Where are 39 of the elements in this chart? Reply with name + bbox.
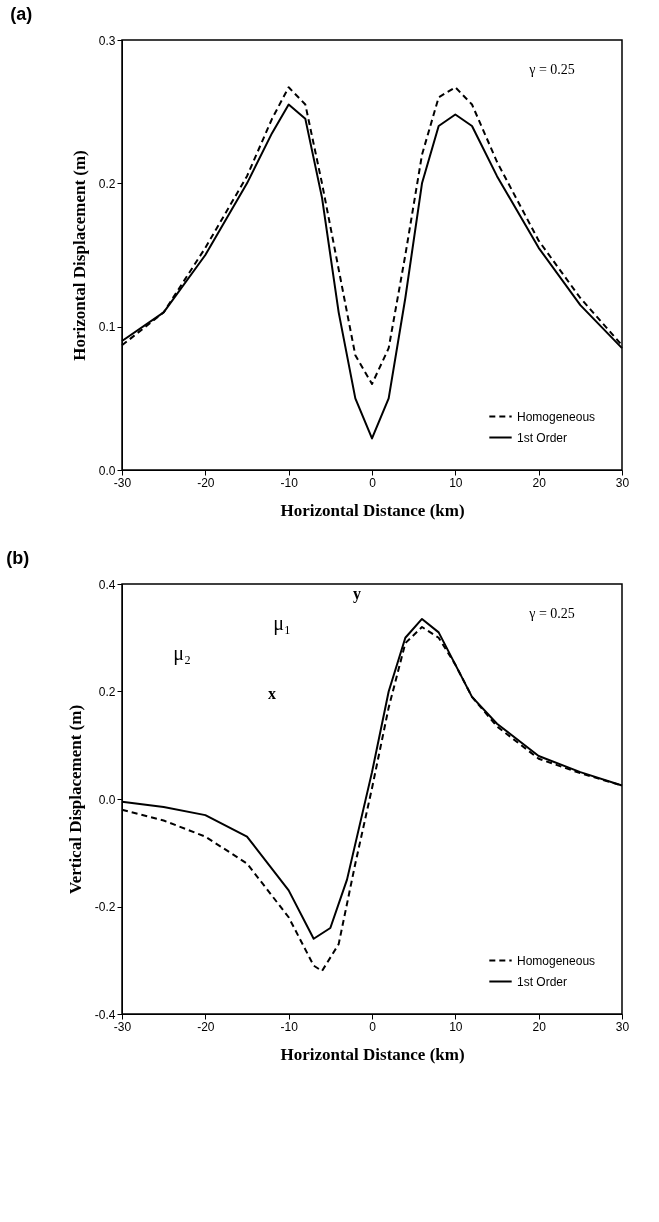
y-tick-label: 0.1 [98, 320, 116, 335]
x-axis-title: Horizontal Distance (km) [280, 500, 465, 520]
y-tick-label: 0.3 [98, 33, 116, 48]
x-tick-label: 0 [369, 475, 377, 490]
x-tick-label: 0 [369, 1019, 377, 1034]
annotation: x [268, 685, 276, 702]
legend-label: Homogeneous [517, 953, 596, 968]
x-tick-label: 10 [449, 1019, 463, 1034]
legend-label: 1st Order [517, 430, 568, 445]
annotation: γ = 0.25 [528, 606, 575, 621]
x-tick-label: -20 [197, 1019, 215, 1034]
y-tick-label: -0.2 [94, 900, 116, 914]
chart-title: (b) [6, 548, 30, 568]
x-tick-label: 20 [532, 475, 547, 490]
y-tick-label: 0.0 [98, 463, 116, 478]
legend-label: 1st Order [517, 974, 568, 989]
annotation: y [353, 585, 361, 603]
x-tick-label: -20 [197, 475, 215, 490]
annotation: μ₁ [273, 612, 291, 635]
y-tick-label: 0.4 [98, 577, 116, 592]
x-tick-label: -30 [113, 1019, 132, 1034]
x-axis-title: Horizontal Distance (km) [280, 1044, 465, 1064]
y-axis-title: Horizontal Displacement (m) [69, 150, 89, 361]
legend-label: Homogeneous [517, 409, 596, 424]
x-tick-label: 30 [615, 475, 630, 490]
y-axis-title: Vertical Displacement (m) [65, 704, 85, 895]
annotation: μ₂ [173, 642, 191, 665]
y-tick-label: 0.0 [98, 792, 116, 807]
x-tick-label: 10 [449, 475, 463, 490]
x-tick-label: -30 [113, 475, 132, 490]
annotation: γ = 0.25 [528, 62, 575, 77]
x-tick-label: 30 [615, 1019, 630, 1034]
x-tick-label: -10 [280, 475, 299, 490]
y-tick-label: 0.2 [98, 685, 116, 699]
x-tick-label: 20 [532, 1019, 547, 1034]
x-tick-label: -10 [280, 1019, 299, 1034]
y-tick-label: 0.2 [98, 176, 116, 191]
chart-title: (a) [10, 4, 33, 24]
y-tick-label: -0.4 [94, 1007, 116, 1022]
